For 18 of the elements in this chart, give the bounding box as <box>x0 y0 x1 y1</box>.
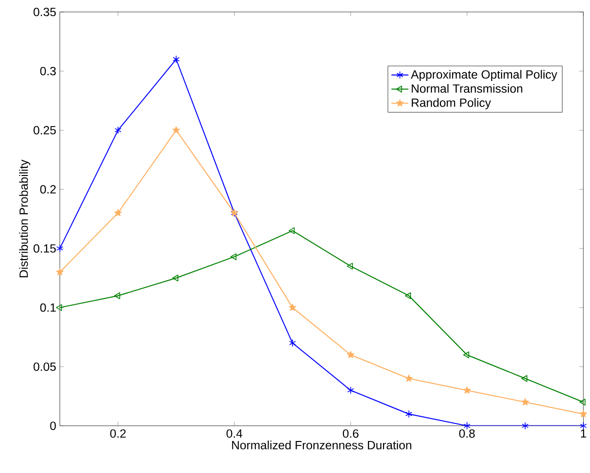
y-tick-label: 0.2 <box>40 185 56 194</box>
y-tick-label: 0.05 <box>34 362 56 372</box>
x-axis-title: Normalized Fronzenness Duration <box>232 440 412 450</box>
x-tick-label: 0.4 <box>226 429 242 438</box>
legend-label: Normal Transmission <box>412 84 522 93</box>
x-tick-label: 0.8 <box>459 429 475 438</box>
x-tick-label: 0.2 <box>110 429 126 438</box>
x-tick-label: 0.6 <box>342 429 358 438</box>
y-tick-label: 0.35 <box>34 8 56 16</box>
y-tick-label: 0.1 <box>40 304 56 312</box>
y-tick-label: 0.3 <box>40 67 56 76</box>
legend-label: Random Policy <box>412 98 491 110</box>
y-tick-label: 0.15 <box>34 244 56 253</box>
legend-label: Approximate Optimal Policy <box>410 70 558 82</box>
x-tick-label: 1 <box>580 429 586 438</box>
y-tick-label: 0.25 <box>34 126 56 135</box>
y-axis-title: Distribution Probability <box>19 160 30 278</box>
y-tick-label: 0 <box>50 422 56 430</box>
